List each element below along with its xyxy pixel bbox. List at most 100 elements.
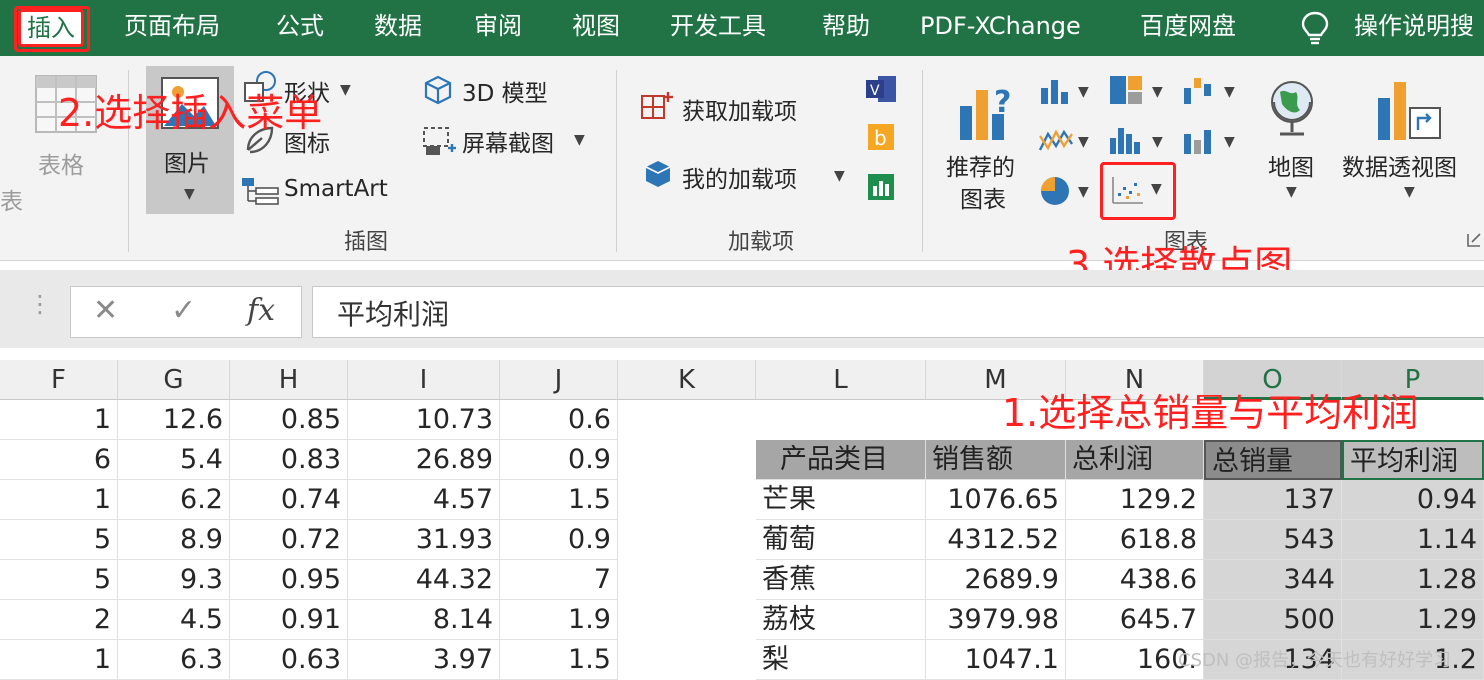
table-cell[interactable]: 6.3 — [118, 640, 230, 680]
insert-function-button[interactable]: fx — [247, 293, 276, 328]
table-cell[interactable]: 1047.1 — [926, 640, 1066, 680]
table-cell[interactable]: 0.9 — [500, 520, 618, 560]
combo-chart-icon[interactable] — [1182, 124, 1216, 156]
table-cell[interactable]: 12.6 — [118, 400, 230, 440]
statistic-chart-icon[interactable] — [1108, 124, 1144, 156]
table-cell[interactable]: 2689.9 — [926, 560, 1066, 600]
table-cell[interactable]: 1.5 — [500, 640, 618, 680]
picture-button[interactable]: 图片 ▼ — [146, 66, 234, 214]
pie-chart-icon[interactable] — [1038, 174, 1072, 208]
chevron-down-icon[interactable]: ▼ — [1152, 134, 1163, 150]
get-add-ins-button[interactable]: 获取加载项 — [682, 99, 797, 125]
table-cell[interactable]: 7 — [500, 560, 618, 600]
table-cell[interactable]: 梨 — [756, 640, 926, 680]
column-header-m[interactable]: M — [926, 360, 1066, 400]
chevron-down-icon[interactable]: ▼ — [1224, 84, 1235, 100]
table-cell[interactable]: 香蕉 — [756, 560, 926, 600]
table-cell[interactable]: 618.8 — [1066, 520, 1204, 560]
table-cell[interactable]: 0.94 — [1342, 480, 1484, 520]
table-cell[interactable]: 1.9 — [500, 600, 618, 640]
column-header-n[interactable]: N — [1066, 360, 1204, 400]
tab-review[interactable]: 审阅 — [474, 12, 522, 40]
table-cell[interactable]: 4.5 — [118, 600, 230, 640]
lightbulb-icon[interactable] — [1298, 10, 1332, 46]
column-header-l[interactable]: L — [756, 360, 926, 400]
icons-button[interactable]: 图标 — [284, 131, 330, 157]
table-cell[interactable]: 0.72 — [230, 520, 348, 560]
table-cell[interactable]: 0.74 — [230, 480, 348, 520]
grip-handle[interactable]: ⋮ — [28, 290, 52, 318]
tab-page-layout[interactable]: 页面布局 — [124, 12, 220, 40]
recommended-charts-label-2[interactable]: 图表 — [960, 187, 1006, 213]
table-cell[interactable]: 134 — [1204, 640, 1342, 680]
table-cell[interactable]: 1.29 — [1342, 600, 1484, 640]
column-chart-icon[interactable] — [1038, 76, 1072, 106]
table-cell[interactable]: 26.89 — [348, 440, 500, 480]
table-cell[interactable]: 0.63 — [230, 640, 348, 680]
table-cell[interactable]: 5 — [0, 520, 118, 560]
table-button[interactable]: 表格 — [38, 153, 84, 179]
tab-pdf-xchange[interactable]: PDF-XChange — [920, 12, 1081, 40]
tab-baidu-netdisk[interactable]: 百度网盘 — [1140, 12, 1236, 40]
screenshot-button[interactable]: 屏幕截图 — [462, 131, 554, 157]
table-cell[interactable]: 0.83 — [230, 440, 348, 480]
map-button[interactable]: 地图 — [1268, 155, 1314, 181]
table-cell[interactable]: 1 — [0, 480, 118, 520]
table-cell[interactable]: 3979.98 — [926, 600, 1066, 640]
chevron-down-icon[interactable]: ▼ — [1152, 84, 1163, 100]
table-cell[interactable]: 31.93 — [348, 520, 500, 560]
table-cell[interactable]: 8.14 — [348, 600, 500, 640]
tab-insert[interactable]: 插入 — [18, 9, 84, 47]
waterfall-chart-icon[interactable] — [1182, 74, 1216, 106]
3d-model-button[interactable]: 3D 模型 — [462, 81, 548, 107]
table-cell[interactable]: 1.5 — [500, 480, 618, 520]
shapes-button[interactable]: 形状 — [284, 81, 330, 107]
chevron-down-icon[interactable]: ▼ — [1078, 134, 1089, 150]
chevron-down-icon[interactable]: ▼ — [1078, 184, 1089, 200]
table-cell[interactable]: 荔枝 — [756, 600, 926, 640]
chevron-down-icon[interactable]: ▼ — [340, 82, 351, 98]
table-cell[interactable]: 344 — [1204, 560, 1342, 600]
bing-icon[interactable]: b — [866, 122, 896, 152]
table-header-avg-profit[interactable]: 平均利润 — [1342, 440, 1484, 480]
table-header-profit[interactable]: 总利润 — [1066, 440, 1204, 480]
table-cell[interactable]: 645.7 — [1066, 600, 1204, 640]
table-cell[interactable]: 0.95 — [230, 560, 348, 600]
table-cell[interactable]: 0.91 — [230, 600, 348, 640]
table-cell[interactable]: 2 — [0, 600, 118, 640]
chevron-down-icon[interactable]: ▼ — [1224, 134, 1235, 150]
pivot-chart-button[interactable]: 数据透视图 — [1342, 155, 1457, 181]
table-cell[interactable]: 5 — [0, 560, 118, 600]
table-cell[interactable]: 6.2 — [118, 480, 230, 520]
table-cell[interactable]: 4312.52 — [926, 520, 1066, 560]
hierarchy-chart-icon[interactable] — [1108, 74, 1144, 106]
table-cell[interactable]: 1.28 — [1342, 560, 1484, 600]
table-cell[interactable]: 438.6 — [1066, 560, 1204, 600]
chevron-down-icon[interactable]: ▼ — [574, 132, 585, 148]
scatter-chart-button[interactable]: ▼ — [1100, 162, 1176, 220]
tab-formulas[interactable]: 公式 — [276, 12, 324, 40]
chevron-down-icon[interactable]: ▼ — [1286, 184, 1297, 200]
table-cell[interactable]: 4.57 — [348, 480, 500, 520]
tab-view[interactable]: 视图 — [572, 12, 620, 40]
chevron-down-icon[interactable]: ▼ — [1078, 84, 1089, 100]
table-cell[interactable]: 5.4 — [118, 440, 230, 480]
column-header-f[interactable]: F — [0, 360, 118, 400]
table-cell[interactable]: 44.32 — [348, 560, 500, 600]
table-cell[interactable]: 葡萄 — [756, 520, 926, 560]
table-cell[interactable]: 1076.65 — [926, 480, 1066, 520]
table-cell[interactable]: 1.14 — [1342, 520, 1484, 560]
tab-developer[interactable]: 开发工具 — [670, 12, 766, 40]
table-cell[interactable]: 1 — [0, 400, 118, 440]
table-cell[interactable]: 0.85 — [230, 400, 348, 440]
column-header-k[interactable]: K — [618, 360, 756, 400]
chevron-down-icon[interactable]: ▼ — [1404, 184, 1415, 200]
table-cell[interactable]: 6 — [0, 440, 118, 480]
formula-input[interactable]: 平均利润 — [312, 286, 1484, 338]
table-cell[interactable]: 芒果 — [756, 480, 926, 520]
line-chart-icon[interactable] — [1038, 126, 1074, 156]
confirm-button[interactable]: ✓ — [171, 293, 197, 328]
table-cell[interactable]: 543 — [1204, 520, 1342, 560]
table-cell[interactable]: 9.3 — [118, 560, 230, 600]
cancel-button[interactable]: ✕ — [93, 293, 119, 328]
